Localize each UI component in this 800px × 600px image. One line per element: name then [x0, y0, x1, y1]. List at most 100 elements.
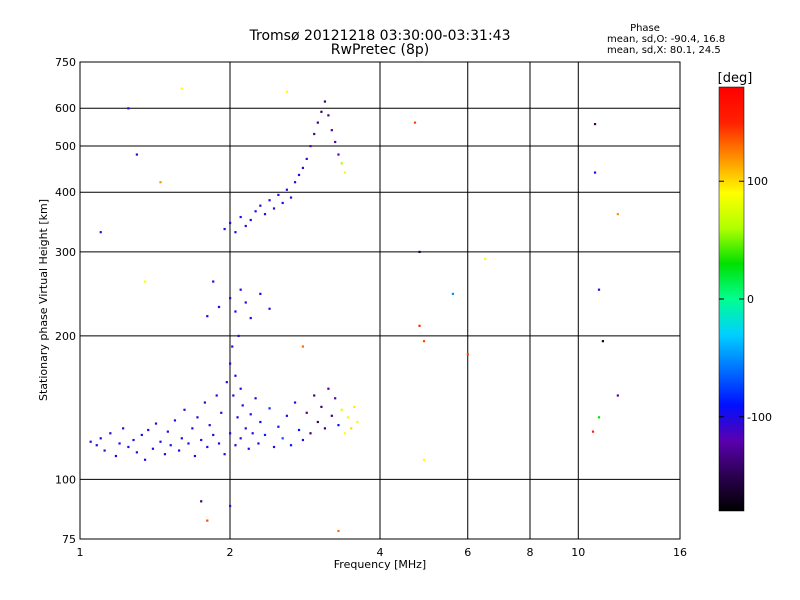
x-tick-label: 2 — [227, 546, 234, 559]
data-point — [309, 432, 312, 435]
data-point — [285, 414, 288, 417]
data-point — [244, 427, 247, 430]
data-point — [254, 397, 257, 400]
y-axis-label: Stationary phase Virtual Height [km] — [37, 199, 50, 401]
colorbar-label: [deg] — [718, 71, 753, 86]
data-point — [234, 231, 237, 234]
data-point — [350, 427, 353, 430]
data-point — [143, 458, 147, 461]
phase-info-title: Phase — [630, 23, 660, 34]
data-point — [159, 181, 162, 184]
data-point — [263, 213, 267, 216]
x-tick-label: 16 — [673, 546, 687, 559]
data-point — [466, 353, 469, 356]
data-point — [220, 411, 223, 414]
data-point — [277, 425, 280, 428]
y-tick-label: 500 — [55, 140, 76, 153]
data-point — [301, 345, 305, 348]
data-point — [234, 444, 237, 447]
data-point — [340, 162, 343, 165]
data-point — [122, 427, 125, 430]
data-point — [272, 445, 276, 449]
data-point — [206, 519, 209, 522]
data-point — [95, 444, 98, 447]
data-point — [277, 193, 280, 197]
y-tick-label: 600 — [55, 102, 76, 115]
data-point — [206, 315, 209, 318]
data-point — [173, 419, 177, 422]
x-tick-label: 6 — [464, 546, 471, 559]
data-point — [334, 140, 337, 144]
data-point — [99, 437, 102, 440]
data-point — [313, 394, 316, 397]
data-point — [316, 121, 319, 124]
data-point — [451, 292, 455, 295]
data-point — [147, 428, 150, 432]
phase-info-o: mean, sd,O: -90.4, 16.8 — [607, 34, 725, 45]
data-point — [249, 413, 252, 416]
data-point — [418, 250, 421, 254]
data-point — [163, 453, 167, 456]
data-point — [239, 215, 242, 219]
data-point — [193, 454, 197, 458]
data-point — [247, 447, 250, 450]
data-point — [281, 201, 284, 205]
data-point — [89, 440, 92, 443]
colorbar-ticks: 100 0 -100 — [719, 175, 772, 424]
data-point — [229, 432, 232, 435]
data-point — [343, 432, 347, 435]
tick-labels: 1 2 4 6 8 10 16 75 100 200 300 400 500 600 750 — [55, 56, 687, 559]
data-point — [268, 307, 271, 310]
data-point — [593, 123, 597, 126]
y-tick-label: 75 — [62, 533, 76, 546]
data-point — [183, 408, 186, 411]
data-point — [343, 171, 347, 174]
data-point — [422, 340, 426, 343]
data-point — [166, 430, 169, 433]
data-point — [330, 129, 333, 132]
data-point — [323, 100, 327, 103]
data-point — [316, 420, 319, 424]
data-point — [241, 404, 244, 407]
data-point — [259, 420, 262, 424]
data-point — [257, 442, 260, 445]
x-axis-label: Frequency [MHz] — [334, 558, 426, 571]
data-point — [232, 394, 235, 397]
data-point — [320, 110, 323, 113]
data-point — [132, 438, 135, 442]
data-point — [251, 432, 254, 435]
data-point — [154, 422, 158, 425]
data-point — [289, 444, 293, 447]
data-point — [289, 196, 293, 199]
data-point — [114, 454, 118, 458]
data-point — [180, 437, 183, 440]
data-point — [259, 292, 262, 295]
data-point — [353, 405, 356, 408]
data-point — [99, 231, 102, 234]
data-point — [297, 173, 301, 177]
data-point — [191, 427, 194, 430]
data-point — [244, 301, 247, 304]
data-point — [597, 416, 601, 419]
data-point — [143, 280, 147, 283]
data-point — [151, 447, 155, 450]
data-point — [206, 445, 209, 449]
data-point — [203, 401, 206, 404]
data-point — [301, 166, 305, 170]
data-point — [212, 280, 215, 283]
data-point — [285, 188, 288, 191]
data-point — [169, 444, 172, 447]
data-point — [217, 442, 221, 445]
x-tick-label: 10 — [571, 546, 585, 559]
data-point — [234, 374, 237, 377]
data-point — [208, 424, 211, 427]
data-point — [217, 305, 221, 309]
data-point — [334, 397, 337, 400]
data-point — [337, 153, 340, 156]
data-point — [229, 504, 232, 508]
phase-info-x: mean, sd,X: 80.1, 24.5 — [607, 45, 721, 56]
chart-title: Tromsø 20121218 03:30:00-03:31:43 — [249, 28, 511, 44]
colorbar-tick-label: -100 — [747, 411, 772, 424]
data-point — [200, 500, 203, 503]
